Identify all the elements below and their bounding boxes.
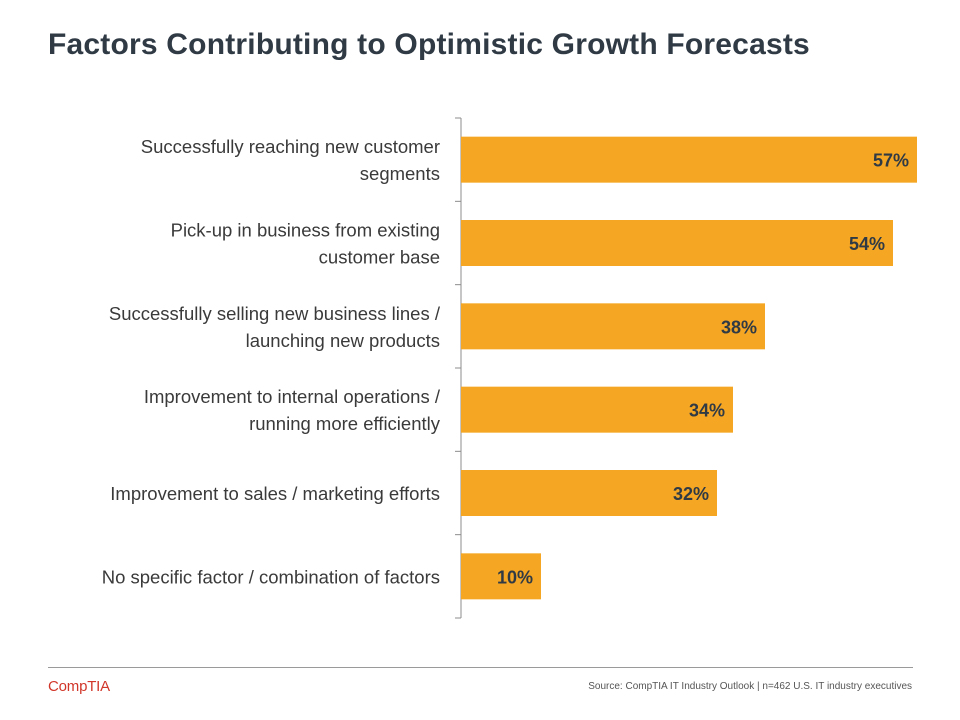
category-label-line: running more efficiently [249, 413, 441, 434]
data-label: 57% [873, 151, 909, 171]
bar [461, 220, 893, 266]
bar [461, 553, 541, 600]
category-label: Improvement to internal operations / runn… [144, 386, 441, 434]
bar [461, 136, 917, 183]
category-label: Successfully selling new business lines … [109, 303, 441, 351]
bar-chart: 57% Successfully reaching new customer seg… [102, 117, 917, 619]
category-label-line: launching new products [246, 330, 440, 351]
chart-title: Factors Contributing to Optimistic Growt… [48, 28, 810, 61]
category-label: Successfully reaching new customer segmen… [141, 136, 440, 184]
data-label: 54% [849, 234, 885, 254]
comptia-logo: CompTIA [48, 678, 110, 695]
category-label: Improvement to sales / marketing efforts [110, 483, 440, 504]
source-note: Source: CompTIA IT Industry Outlook | n=… [588, 681, 912, 692]
category-label-line: Improvement to sales / marketing efforts [110, 483, 440, 504]
data-label: 34% [689, 401, 725, 421]
bar [461, 386, 733, 433]
data-label: 38% [721, 317, 757, 337]
data-label: 32% [673, 484, 709, 504]
category-label-line: No specific factor / combination of fact… [102, 566, 440, 587]
bar [461, 470, 717, 516]
category-label: Pick-up in business from existing custome… [171, 220, 440, 268]
footer-divider [48, 667, 913, 668]
category-label-line: Successfully selling new business lines … [109, 303, 441, 324]
bar [461, 303, 765, 350]
category-label-line: Pick-up in business from existing [171, 220, 440, 241]
category-label-line: customer base [319, 247, 440, 268]
category-label: No specific factor / combination of fact… [102, 566, 440, 587]
data-label: 10% [497, 567, 533, 587]
category-label-line: segments [360, 163, 440, 184]
category-label-line: Successfully reaching new customer [141, 136, 440, 157]
category-label-line: Improvement to internal operations / [144, 386, 441, 407]
